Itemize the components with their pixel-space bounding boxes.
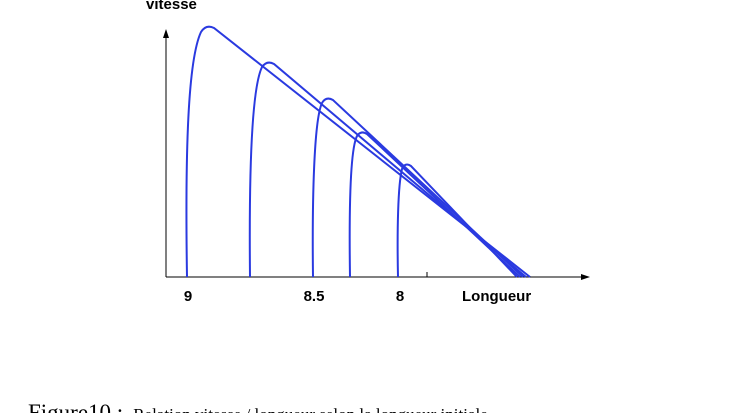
y-axis-arrow — [163, 29, 169, 38]
x-tick-label: 9 — [184, 288, 192, 305]
x-axis-arrow — [581, 274, 590, 280]
caption: Figure10 : Relation vitesse / longueur s… — [28, 400, 488, 413]
curve — [396, 163, 518, 278]
curve — [185, 25, 531, 278]
curve — [311, 97, 524, 278]
x-tick-label: 8.5 — [304, 288, 325, 305]
y-axis-label: vitesse — [146, 0, 197, 13]
curve — [248, 61, 527, 278]
x-axis-label: Longueur — [462, 288, 531, 305]
curve — [348, 131, 521, 278]
x-tick-label: 8 — [396, 288, 404, 305]
caption-label: Figure10 : — [28, 400, 123, 413]
caption-text: Relation vitesse / longueur selon la lon… — [133, 405, 488, 413]
